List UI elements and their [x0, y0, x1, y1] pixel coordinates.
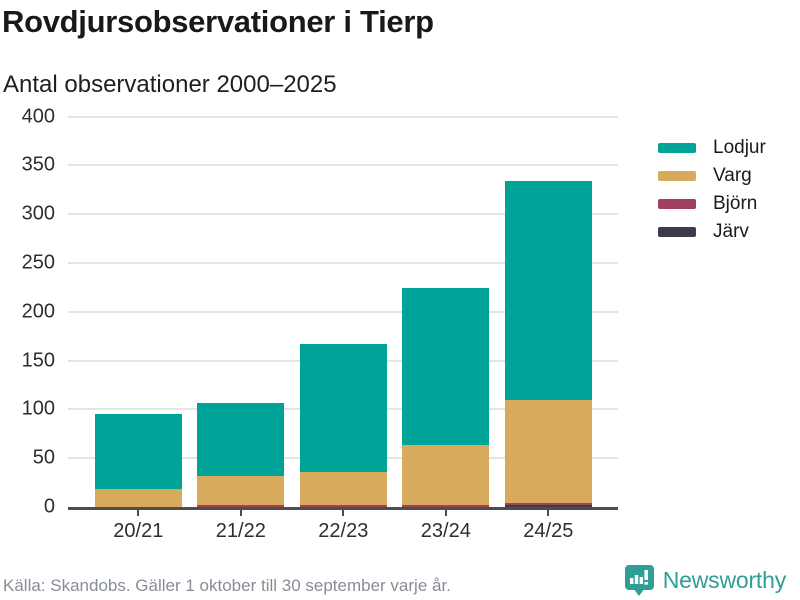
- legend-item-järv: Järv: [658, 218, 766, 246]
- legend-item-björn: Björn: [658, 190, 766, 218]
- legend-label-järv: Järv: [713, 221, 749, 242]
- x-axis-line: [68, 507, 618, 510]
- bar-23-24-lodjur: [402, 288, 490, 446]
- y-tick-label-150: 150: [21, 349, 55, 372]
- legend: Lodjur Varg Björn Järv: [658, 134, 766, 246]
- newsworthy-logo[interactable]: Newsworthy: [624, 564, 786, 597]
- legend-swatch-varg: [658, 171, 696, 181]
- bar-23-24-varg: [402, 445, 490, 506]
- legend-item-varg: Varg: [658, 162, 766, 190]
- x-tick-20-21: [137, 509, 140, 516]
- legend-swatch-järv: [658, 227, 696, 237]
- gridline-200: [68, 310, 618, 313]
- x-tick-24-25: [547, 509, 550, 516]
- legend-label-lodjur: Lodjur: [713, 137, 766, 158]
- y-tick-label-100: 100: [21, 397, 55, 420]
- legend-label-björn: Björn: [713, 193, 758, 214]
- legend-item-lodjur: Lodjur: [658, 134, 766, 162]
- source-note: Källa: Skandobs. Gäller 1 oktober till 3…: [3, 576, 451, 595]
- bar-24-25-varg: [504, 399, 592, 504]
- bar-24-25-björn: [504, 503, 592, 506]
- bar-21-22-lodjur: [197, 402, 285, 476]
- y-tick-label-200: 200: [21, 300, 55, 323]
- x-tick-21-22: [239, 509, 242, 516]
- bar-24-25-järv: [504, 505, 592, 507]
- legend-swatch-björn: [658, 199, 696, 209]
- gridline-350: [68, 164, 618, 167]
- y-tick-label-0: 0: [43, 495, 55, 518]
- y-tick-label-250: 250: [21, 251, 55, 274]
- y-tick-label-300: 300: [21, 202, 55, 225]
- bar-22-23-björn: [299, 505, 387, 507]
- y-tick-label-50: 50: [32, 446, 55, 469]
- legend-swatch-lodjur: [658, 143, 696, 153]
- bar-20-21-varg: [94, 489, 182, 507]
- x-tick-label-23-24: 23/24: [420, 520, 471, 542]
- bar-20-21-lodjur: [94, 414, 182, 490]
- x-tick-23-24: [444, 509, 447, 516]
- y-tick-label-400: 400: [21, 105, 55, 127]
- bar-21-22-björn: [197, 505, 285, 507]
- gridline-300: [68, 213, 618, 216]
- page-title: Rovdjursobservationer i Tierp: [2, 4, 434, 39]
- x-tick-label-24-25: 24/25: [523, 520, 574, 542]
- x-tick-22-23: [342, 509, 345, 516]
- bar-24-25-lodjur: [504, 180, 592, 400]
- bar-21-22-varg: [197, 475, 285, 506]
- bar-22-23-varg: [299, 471, 387, 506]
- bar-22-23-lodjur: [299, 343, 387, 472]
- x-tick-label-22-23: 22/23: [318, 520, 369, 542]
- newsworthy-wordmark: Newsworthy: [662, 567, 786, 593]
- gridline-400: [68, 115, 618, 118]
- newsworthy-icon: [624, 565, 654, 596]
- gridline-250: [68, 261, 618, 264]
- y-tick-label-350: 350: [21, 153, 55, 176]
- x-tick-label-21-22: 21/22: [215, 520, 266, 542]
- chart-subtitle: Antal observationer 2000–2025: [3, 71, 337, 98]
- x-tick-label-20-21: 20/21: [113, 520, 164, 542]
- legend-label-varg: Varg: [713, 165, 752, 186]
- bar-23-24-björn: [402, 505, 490, 507]
